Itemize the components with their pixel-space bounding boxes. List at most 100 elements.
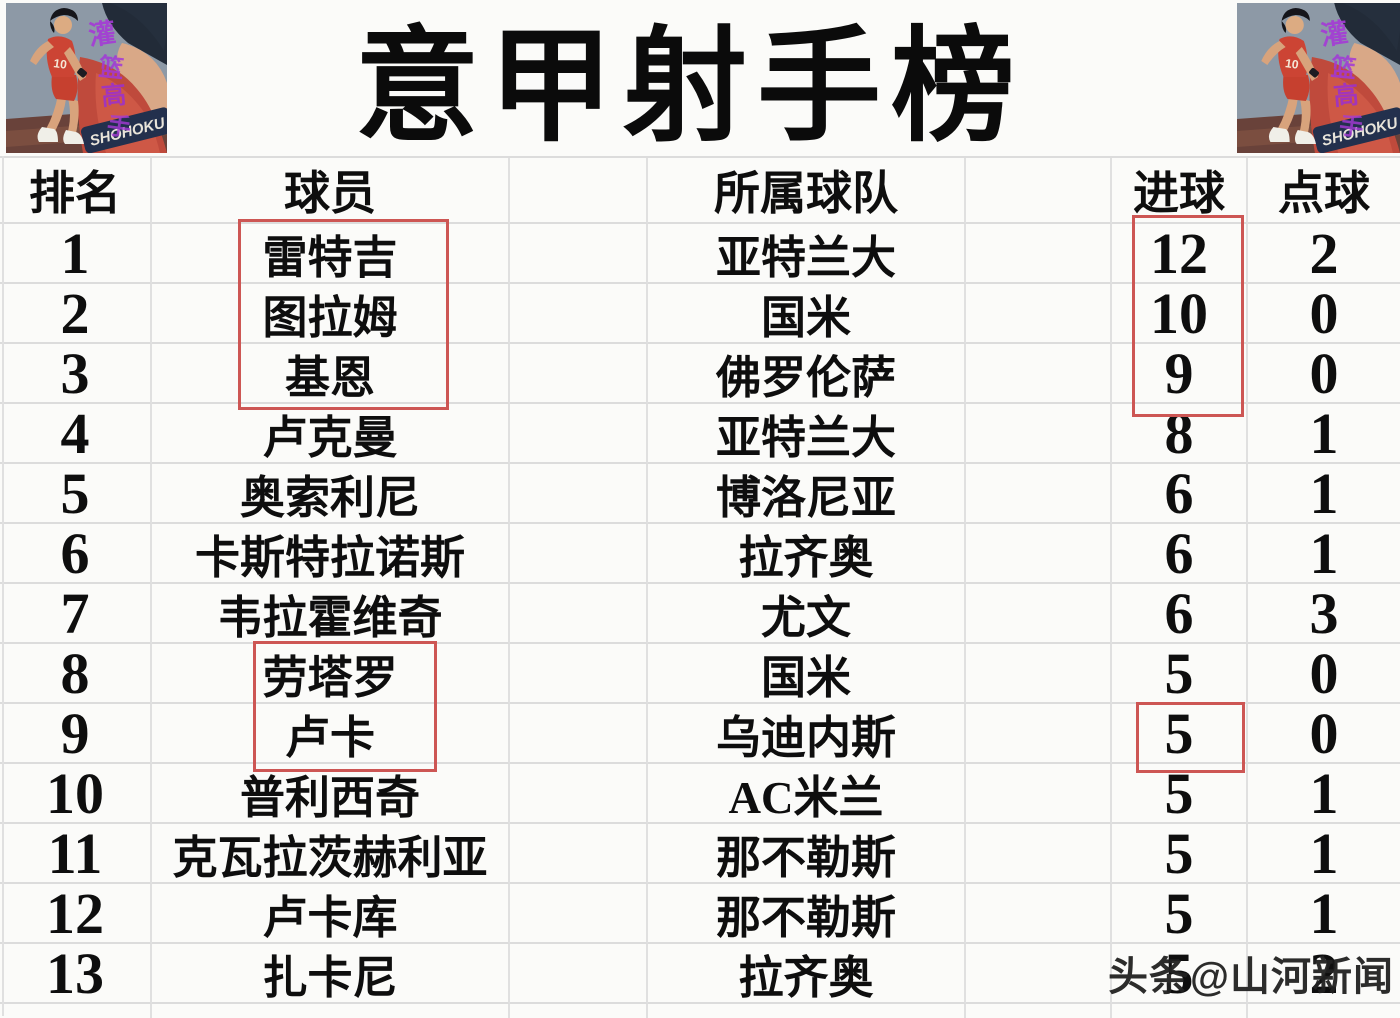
- cell-spacer: [966, 284, 1112, 344]
- slam-dunk-image-left: [6, 3, 167, 153]
- cell-player: 卡斯特拉诺斯: [152, 524, 510, 584]
- header-spacer: [510, 158, 648, 224]
- cell-rank: 7: [0, 581, 152, 646]
- cell-player: 雷特吉: [152, 224, 510, 284]
- cell-rank: 12: [0, 881, 152, 946]
- header-penalties: 点球: [1248, 158, 1400, 224]
- header-goals: 进球: [1112, 158, 1248, 224]
- cell-player: 劳塔罗: [152, 644, 510, 704]
- cell-spacer: [966, 704, 1112, 764]
- cell-goals: 5: [1112, 941, 1248, 1006]
- cell-rank: 3: [0, 341, 152, 406]
- cell-spacer: [966, 644, 1112, 704]
- cell-goals: 6: [1112, 521, 1248, 586]
- cell-team: 拉齐奥: [648, 524, 966, 584]
- cell-player: 韦拉霍维奇: [152, 584, 510, 644]
- cell-spacer: [966, 524, 1112, 584]
- cell-spacer: [510, 764, 648, 824]
- cell-team: 乌迪内斯: [648, 704, 966, 764]
- cell-team: 尤文: [648, 584, 966, 644]
- header-spacer: [966, 158, 1112, 224]
- cell-spacer: [966, 584, 1112, 644]
- cell-goals: 5: [1112, 821, 1248, 886]
- highlight-box-players-8-9: [253, 641, 437, 772]
- header-team: 所属球队: [648, 158, 966, 224]
- cell-goals: 5: [1112, 641, 1248, 706]
- cell-penalties: 1: [1248, 521, 1400, 586]
- cell-penalties: 3: [1248, 581, 1400, 646]
- cell-goals: 10: [1112, 281, 1248, 346]
- cell-spacer: [510, 224, 648, 284]
- cell-spacer: [510, 704, 648, 764]
- cell-spacer: [510, 524, 648, 584]
- cell-spacer: [510, 584, 648, 644]
- cell-penalties: 0: [1248, 281, 1400, 346]
- cell-team: 博洛尼亚: [648, 464, 966, 524]
- highlight-box-goals-top3: [1132, 215, 1244, 417]
- cell-goals: 5: [1112, 701, 1248, 766]
- cell-spacer: [510, 884, 648, 944]
- cell-team: 国米: [648, 284, 966, 344]
- watermark: 头条@山河新闻: [1108, 955, 1395, 999]
- cell-clipped-empty: [966, 1004, 1112, 1018]
- header-rank: 排名: [0, 158, 152, 224]
- cell-spacer: [510, 404, 648, 464]
- cell-rank: 10: [0, 761, 152, 826]
- cell-clipped-empty: [0, 1004, 152, 1018]
- highlight-box-goals-row9: [1136, 702, 1245, 773]
- cell-team: 那不勒斯: [648, 824, 966, 884]
- cell-player: 奥索利尼: [152, 464, 510, 524]
- cell-penalties: 2: [1248, 941, 1400, 1006]
- cell-goals: 6: [1112, 461, 1248, 526]
- cell-team: 拉齐奥: [648, 944, 966, 1004]
- cell-rank: 2: [0, 281, 152, 346]
- cell-team: AC米兰: [648, 764, 966, 824]
- cell-goals: 12: [1112, 221, 1248, 286]
- cell-rank: 1: [0, 221, 152, 286]
- cell-penalties: 0: [1248, 641, 1400, 706]
- cell-spacer: [966, 224, 1112, 284]
- cell-rank: 13: [0, 941, 152, 1006]
- cell-goals: 6: [1112, 581, 1248, 646]
- cell-rank: 9: [0, 701, 152, 766]
- cell-player: 扎卡尼: [152, 944, 510, 1004]
- cell-spacer: [510, 644, 648, 704]
- cell-spacer: [966, 824, 1112, 884]
- cell-player: 图拉姆: [152, 284, 510, 344]
- cell-penalties: 0: [1248, 701, 1400, 766]
- cell-spacer: [966, 944, 1112, 1004]
- cell-team: 亚特兰大: [648, 224, 966, 284]
- cell-spacer: [966, 884, 1112, 944]
- cell-clipped-empty: [1112, 1004, 1248, 1018]
- cell-spacer: [510, 284, 648, 344]
- cell-team: 那不勒斯: [648, 884, 966, 944]
- cell-team: 佛罗伦萨: [648, 344, 966, 404]
- cell-clipped-empty: [648, 1004, 966, 1018]
- cell-rank: 8: [0, 641, 152, 706]
- cell-player: 基恩: [152, 344, 510, 404]
- cell-clipped-empty: [510, 1004, 648, 1018]
- cell-spacer: [966, 464, 1112, 524]
- header-player: 球员: [152, 158, 510, 224]
- cell-spacer: [966, 404, 1112, 464]
- cell-player: 卢卡库: [152, 884, 510, 944]
- cell-team: 国米: [648, 644, 966, 704]
- cell-rank: 5: [0, 461, 152, 526]
- cell-clipped-empty: [152, 1004, 510, 1018]
- highlight-box-players-top3: [238, 219, 449, 410]
- cell-spacer: [966, 344, 1112, 404]
- cell-goals: 5: [1112, 881, 1248, 946]
- cell-rank: 4: [0, 401, 152, 466]
- title-band: 意甲射手榜: [0, 0, 1400, 156]
- cell-penalties: 1: [1248, 761, 1400, 826]
- cell-spacer: [510, 464, 648, 524]
- cell-player: 普利西奇: [152, 764, 510, 824]
- cell-penalties: 1: [1248, 821, 1400, 886]
- cell-penalties: 1: [1248, 401, 1400, 466]
- cell-penalties: 1: [1248, 461, 1400, 526]
- cell-penalties: 0: [1248, 341, 1400, 406]
- cell-rank: 11: [0, 821, 152, 886]
- cell-spacer: [510, 944, 648, 1004]
- cell-player: 克瓦拉茨赫利亚: [152, 824, 510, 884]
